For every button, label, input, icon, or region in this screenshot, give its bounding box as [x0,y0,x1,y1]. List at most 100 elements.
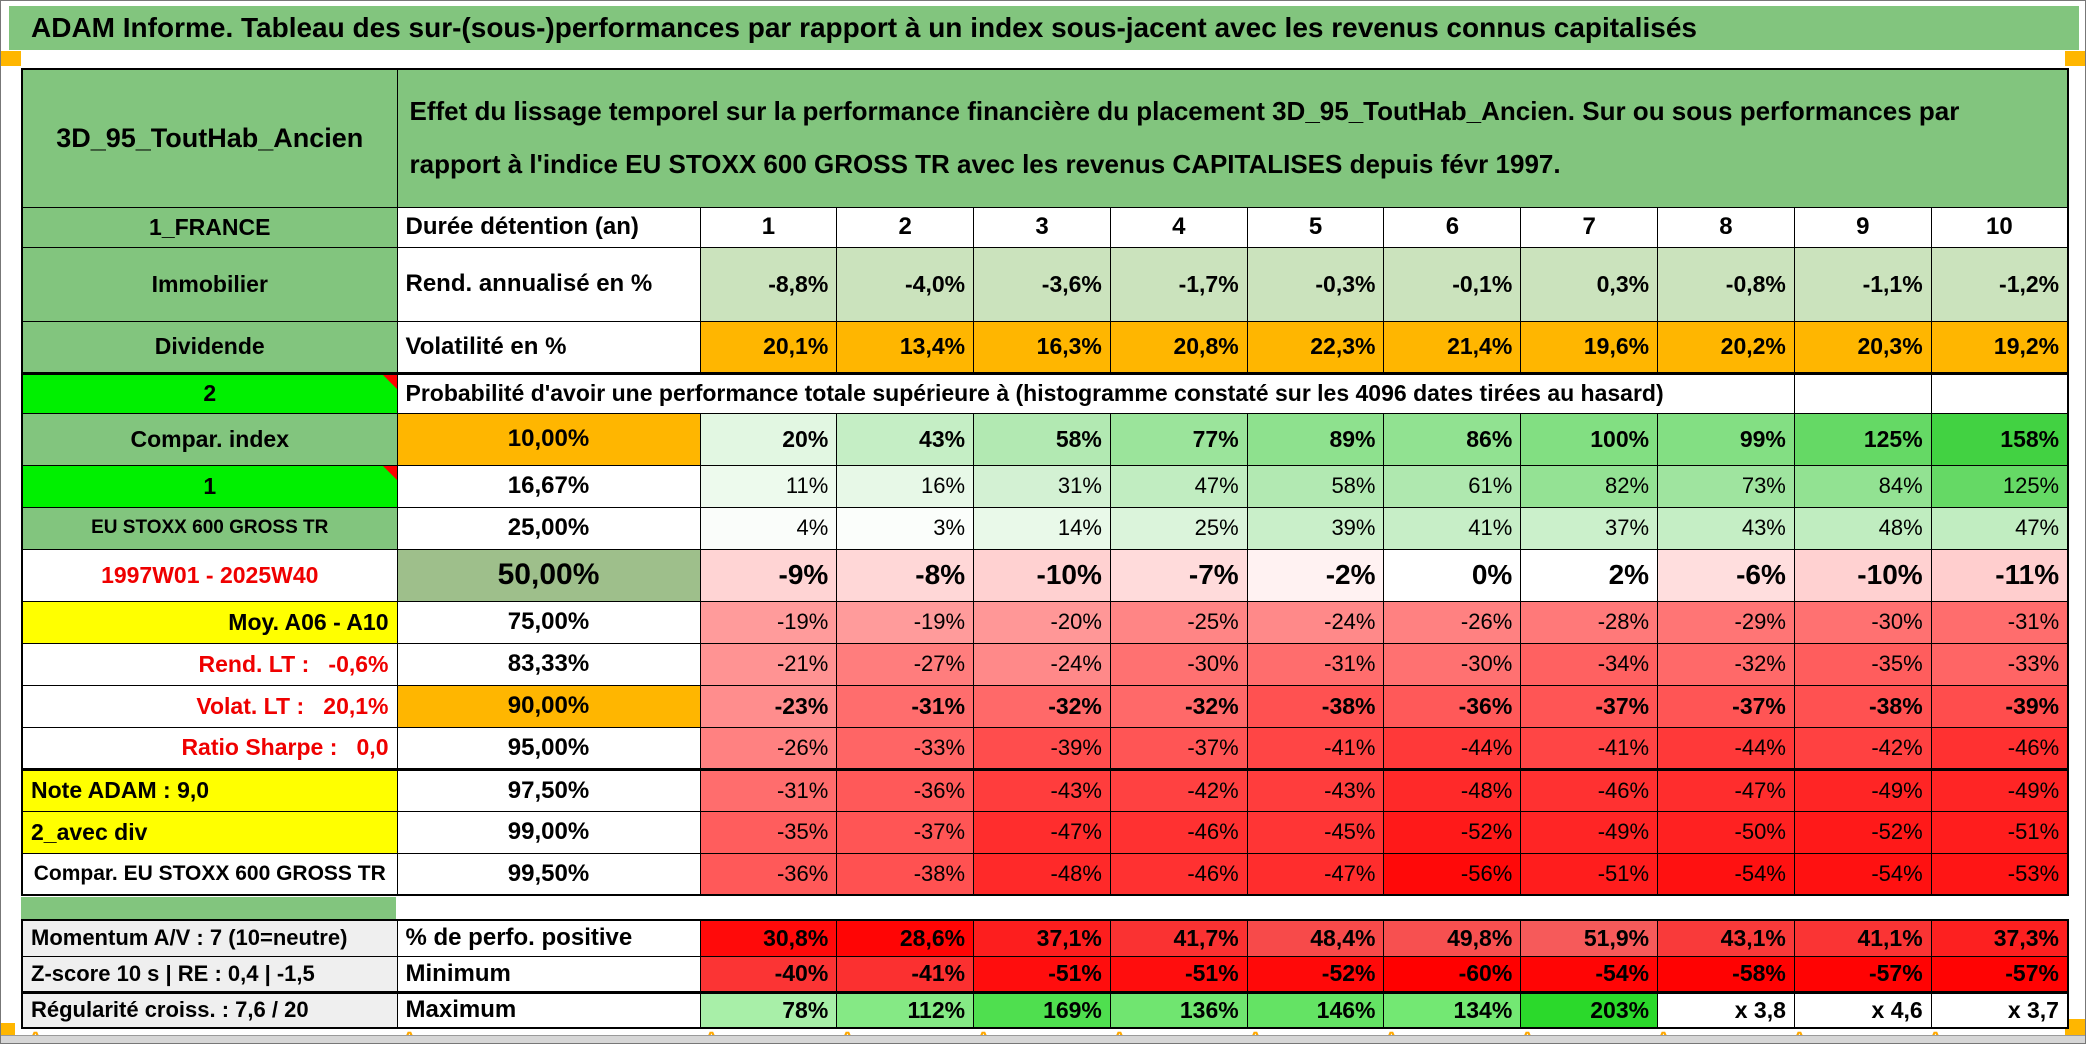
data-cell[interactable]: 25% [1109,506,1248,550]
row-param[interactable]: % de perfo. positive [396,919,701,957]
data-cell[interactable]: -32% [973,684,1111,728]
data-cell[interactable]: -29% [1657,600,1795,644]
data-cell[interactable]: -34% [1520,642,1659,686]
data-cell[interactable]: -46% [1109,852,1248,896]
data-cell[interactable]: 2 [836,206,975,248]
row-label[interactable]: Rend. LT : -0,6% [21,642,398,686]
data-cell[interactable]: -51% [1930,810,2069,854]
row-param[interactable]: 83,33% [396,642,701,686]
data-cell[interactable]: 5 [1246,206,1385,248]
data-cell[interactable]: -54% [1520,955,1659,993]
data-cell[interactable]: -50% [1657,810,1795,854]
data-cell[interactable]: -36% [699,852,838,896]
data-cell[interactable]: 48,4% [1246,919,1385,957]
data-cell[interactable]: 43% [836,412,975,466]
empty-cell[interactable] [1930,371,2069,414]
data-cell[interactable]: x 3,7 [1930,990,2069,1029]
data-cell[interactable]: -54% [1657,852,1795,896]
data-cell[interactable]: 0,3% [1520,246,1659,322]
data-cell[interactable]: -33% [1930,642,2069,686]
data-cell[interactable]: 41,1% [1793,919,1932,957]
data-cell[interactable]: -51% [1520,852,1659,896]
data-cell[interactable]: 100% [1520,412,1659,466]
data-cell[interactable]: 58% [973,412,1111,466]
data-cell[interactable]: -49% [1793,767,1932,812]
data-cell[interactable]: 3 [973,206,1111,248]
row-label[interactable]: 2_avec div [21,810,398,854]
row-param[interactable]: 16,67% [396,464,701,508]
data-cell[interactable]: -52% [1246,955,1385,993]
data-cell[interactable]: -40% [699,955,838,993]
row-param[interactable]: 95,00% [396,726,701,770]
row-param[interactable]: 25,00% [396,506,701,550]
row-label[interactable]: 1 [21,464,398,508]
data-cell[interactable]: -41% [1520,726,1659,770]
data-cell[interactable]: -37% [1520,684,1659,728]
data-cell[interactable]: 1 [699,206,838,248]
data-cell[interactable]: 61% [1383,464,1522,508]
data-cell[interactable]: -45% [1246,810,1385,854]
data-cell[interactable]: -26% [1383,600,1522,644]
data-cell[interactable]: 78% [699,990,838,1029]
row-label[interactable]: Immobilier [21,246,398,322]
data-cell[interactable]: -46% [1930,726,2069,770]
row-param[interactable]: 90,00% [396,684,701,728]
data-cell[interactable]: -47% [1246,852,1385,896]
data-cell[interactable]: -8% [836,548,975,602]
data-cell[interactable]: -36% [836,767,975,812]
data-cell[interactable]: 47% [1109,464,1248,508]
data-cell[interactable]: 11% [699,464,838,508]
data-cell[interactable]: -28% [1520,600,1659,644]
row-label[interactable]: 1997W01 - 2025W40 [21,548,398,602]
row-label[interactable]: Note ADAM : 9,0 [21,767,398,812]
data-cell[interactable]: -60% [1383,955,1522,993]
data-cell[interactable]: 20,8% [1109,320,1248,375]
data-cell[interactable]: -31% [836,684,975,728]
row-label[interactable]: Compar. EU STOXX 600 GROSS TR [21,852,398,896]
data-cell[interactable]: 8 [1657,206,1795,248]
row-param[interactable]: 50,00% [396,548,701,602]
data-cell[interactable]: -43% [973,767,1111,812]
data-cell[interactable]: 99% [1657,412,1795,466]
data-cell[interactable]: 134% [1383,990,1522,1029]
row-param[interactable]: 99,50% [396,852,701,896]
data-cell[interactable]: 30,8% [699,919,838,957]
data-cell[interactable]: 37% [1520,506,1659,550]
probability-header-cell[interactable]: Probabilité d'avoir une performance tota… [396,371,1795,414]
data-cell[interactable]: -19% [699,600,838,644]
row-label[interactable]: Moy. A06 - A10 [21,600,398,644]
data-cell[interactable]: 125% [1930,464,2069,508]
data-cell[interactable]: 77% [1109,412,1248,466]
data-cell[interactable]: -0,1% [1383,246,1522,322]
data-cell[interactable]: 19,2% [1930,320,2069,375]
data-cell[interactable]: -2% [1246,548,1385,602]
data-cell[interactable]: 4 [1109,206,1248,248]
data-cell[interactable]: -43% [1246,767,1385,812]
data-cell[interactable]: 2% [1520,548,1659,602]
data-cell[interactable]: 51,9% [1520,919,1659,957]
data-cell[interactable]: 28,6% [836,919,975,957]
row-label[interactable]: Momentum A/V : 7 (10=neutre) [21,919,398,957]
data-cell[interactable]: 21,4% [1383,320,1522,375]
data-cell[interactable]: -0,3% [1246,246,1385,322]
table-description-cell[interactable]: Effet du lissage temporel sur la perform… [396,68,2069,208]
data-cell[interactable]: 136% [1109,990,1248,1029]
data-cell[interactable]: -32% [1657,642,1795,686]
data-cell[interactable]: -7% [1109,548,1248,602]
data-cell[interactable]: -8,8% [699,246,838,322]
row-param[interactable]: Rend. annualisé en % [396,246,701,322]
data-cell[interactable]: -10% [973,548,1111,602]
data-cell[interactable]: x 3,8 [1657,990,1795,1029]
data-cell[interactable]: -44% [1383,726,1522,770]
data-cell[interactable]: -48% [973,852,1111,896]
data-cell[interactable]: -47% [1657,767,1795,812]
data-cell[interactable]: 125% [1793,412,1932,466]
data-cell[interactable]: 48% [1793,506,1932,550]
row-param[interactable]: Minimum [396,955,701,993]
data-cell[interactable]: 7 [1520,206,1659,248]
data-cell[interactable]: -54% [1793,852,1932,896]
data-cell[interactable]: -46% [1520,767,1659,812]
data-cell[interactable]: -1,1% [1793,246,1932,322]
row-label[interactable]: 2 [21,371,398,414]
data-cell[interactable]: -51% [973,955,1111,993]
